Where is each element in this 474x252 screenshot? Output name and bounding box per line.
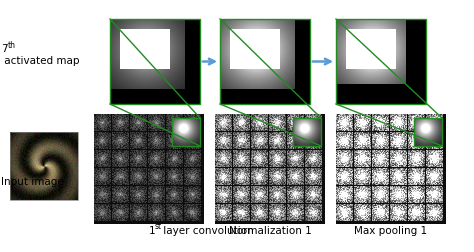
Bar (414, 118, 442, 146)
Text: layer convolution: layer convolution (160, 226, 254, 236)
Bar (172, 118, 200, 146)
Text: activated map: activated map (1, 55, 80, 66)
Bar (336, 19, 426, 104)
Bar (10, 132, 78, 200)
Bar (293, 118, 321, 146)
Bar (220, 19, 310, 104)
Text: Normalization 1: Normalization 1 (228, 226, 311, 236)
Text: st: st (155, 222, 162, 231)
Text: Input image: Input image (1, 177, 64, 187)
Text: 1: 1 (149, 226, 155, 236)
Text: th: th (8, 41, 16, 49)
Text: Max pooling 1: Max pooling 1 (355, 226, 428, 236)
Text: 7: 7 (1, 45, 8, 54)
Bar (110, 19, 200, 104)
